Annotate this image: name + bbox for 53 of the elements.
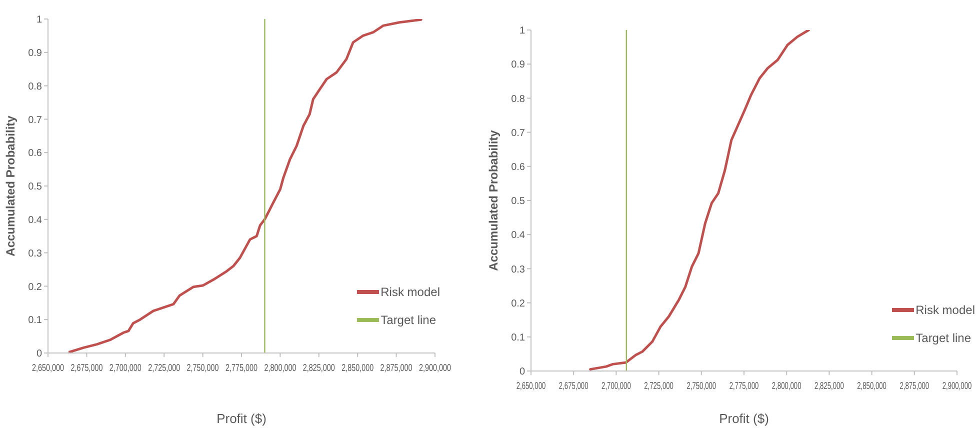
- y-tick-label: 0: [519, 366, 526, 378]
- x-tick-label: 2,650,000: [516, 380, 546, 392]
- x-tick-label: 2,800,000: [264, 362, 296, 374]
- y-tick-label: 1: [36, 14, 42, 26]
- y-tick-label: 0.4: [511, 230, 526, 242]
- x-tick-label: 2,850,000: [857, 380, 887, 392]
- y-tick-label: 0.3: [28, 248, 42, 260]
- x-tick-label: 2,825,000: [302, 362, 336, 374]
- x-tick-label: 2,900,000: [419, 362, 452, 374]
- x-tick-label: 2,775,000: [226, 362, 258, 374]
- legend-label: Risk model: [380, 285, 440, 299]
- y-tick-label: 0.1: [511, 332, 526, 344]
- x-tick-label: 2,650,000: [32, 362, 64, 374]
- y-tick-label: 0.2: [511, 298, 526, 310]
- x-tick-label: 2,675,000: [558, 380, 588, 392]
- y-tick-label: 1: [519, 26, 526, 37]
- x-axis-title: Profit ($): [719, 411, 769, 426]
- y-tick-label: 0.5: [511, 196, 526, 208]
- y-tick-label: 0.7: [511, 128, 526, 139]
- x-tick-label: 2,750,000: [686, 380, 716, 392]
- x-tick-label: 2,775,000: [729, 380, 759, 392]
- x-tick-label: 2,875,000: [380, 362, 412, 374]
- x-tick-label: 2,800,000: [772, 380, 802, 392]
- legend-label: Target line: [916, 331, 972, 345]
- y-tick-label: 0.1: [28, 315, 42, 326]
- x-axis-title: Profit ($): [216, 411, 266, 426]
- x-tick-label: 2,700,000: [602, 380, 632, 392]
- x-tick-label: 2,700,000: [109, 362, 142, 374]
- y-axis-title: Accumulated Probability: [3, 115, 18, 256]
- x-tick-label: 2,750,000: [186, 362, 219, 374]
- x-tick-label: 2,725,000: [148, 362, 180, 374]
- y-tick-label: 0.8: [511, 94, 526, 105]
- x-tick-label: 2,875,000: [900, 380, 930, 392]
- x-tick-label: 2,900,000: [942, 380, 972, 392]
- y-tick-label: 0.7: [28, 114, 42, 126]
- x-tick-label: 2,825,000: [814, 380, 844, 392]
- y-tick-label: 0.4: [28, 214, 42, 226]
- y-tick-label: 0.5: [28, 182, 42, 193]
- y-tick-label: 0.2: [28, 282, 42, 293]
- y-axis-title: Accumulated Probability: [486, 130, 500, 271]
- legend-label: Target line: [380, 313, 436, 327]
- legend-label: Risk model: [916, 303, 975, 317]
- y-tick-label: 0.9: [511, 60, 526, 71]
- x-tick-label: 2,725,000: [644, 380, 674, 392]
- y-tick-label: 0.9: [28, 48, 42, 59]
- y-tick-label: 0: [36, 348, 42, 360]
- line-series: [589, 30, 810, 371]
- y-tick-label: 0.3: [511, 264, 526, 276]
- y-tick-label: 0.8: [28, 81, 42, 92]
- y-tick-label: 0.6: [511, 162, 526, 173]
- y-tick-label: 0.6: [28, 148, 42, 160]
- x-tick-label: 2,675,000: [70, 362, 103, 374]
- x-tick-label: 2,850,000: [342, 362, 374, 374]
